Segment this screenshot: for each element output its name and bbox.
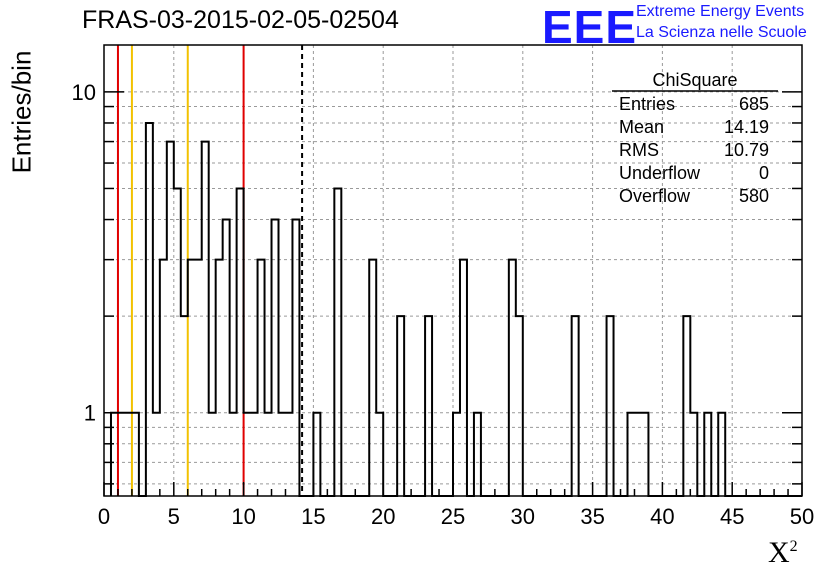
x-tick-label: 35 xyxy=(580,504,604,529)
x-axis-label: X2 xyxy=(768,536,798,570)
stats-value: 10.79 xyxy=(724,140,769,160)
axes: 0 5 10 15 20 25 30 35 40 45 50 1 10 xyxy=(72,44,814,529)
stats-value: 685 xyxy=(739,94,769,114)
stats-label: RMS xyxy=(619,140,659,160)
x-axis-label-text: X xyxy=(768,536,790,569)
stats-value: 14.19 xyxy=(724,117,769,137)
stats-label: Overflow xyxy=(619,186,691,206)
x-tick-label: 30 xyxy=(511,504,535,529)
y-tick-label: 1 xyxy=(84,401,96,426)
x-tick-label: 5 xyxy=(168,504,180,529)
stats-label: Mean xyxy=(619,117,664,137)
logo-line-2: La Scienza nelle Scuole xyxy=(636,24,807,41)
eee-logo: EEE xyxy=(542,1,638,53)
chart-title: FRAS-03-2015-02-05-02504 xyxy=(82,6,399,34)
x-tick-label: 40 xyxy=(650,504,674,529)
y-tick-label: 10 xyxy=(72,80,96,105)
x-tick-label: 10 xyxy=(231,504,255,529)
stats-value: 580 xyxy=(739,186,769,206)
stats-label: Entries xyxy=(619,94,675,114)
stats-title: ChiSquare xyxy=(652,70,737,90)
x-axis-label-superscript: 2 xyxy=(789,538,798,555)
x-tick-label: 45 xyxy=(720,504,744,529)
x-tick-label: 25 xyxy=(441,504,465,529)
stats-value: 0 xyxy=(759,163,769,183)
x-tick-label: 20 xyxy=(371,504,395,529)
stats-box: ChiSquare Entries 685 Mean 14.19 RMS 10.79 Unde… xyxy=(612,70,778,206)
logo-line-1: Extreme Energy Events xyxy=(636,3,805,20)
stats-label: Underflow xyxy=(619,163,701,183)
x-tick-label: 50 xyxy=(790,504,814,529)
x-tick-label: 15 xyxy=(301,504,325,529)
x-tick-label: 0 xyxy=(98,504,110,529)
